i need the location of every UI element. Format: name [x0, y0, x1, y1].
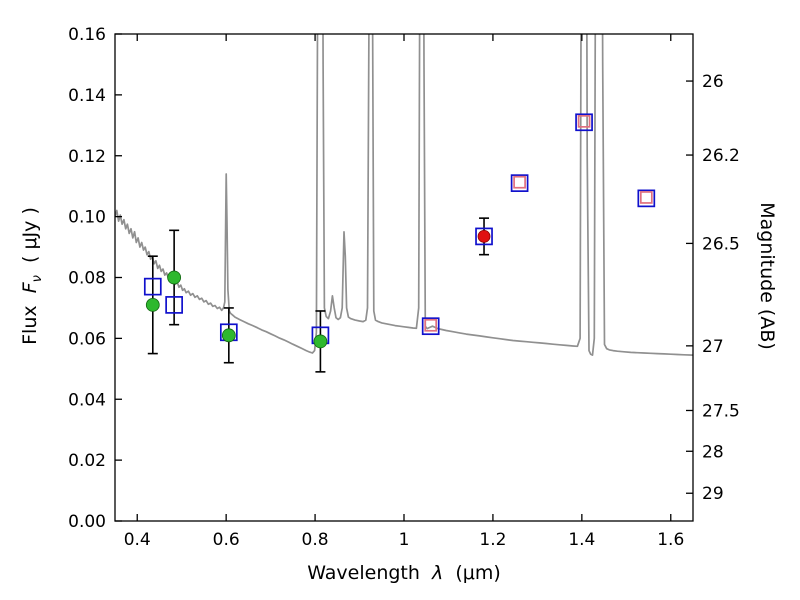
- x-tick-label: 1.2: [479, 530, 506, 550]
- y-left-tick-label: 0.04: [68, 390, 106, 410]
- y-left-tick-label: 0.12: [68, 147, 106, 167]
- blue-square-point: [510, 174, 529, 192]
- y-right-tick-label: 26: [702, 72, 724, 92]
- y-left-axis-label: Flux Fν ( μJy ): [19, 106, 45, 446]
- y-left-label-word: Flux: [19, 305, 41, 345]
- blue-square-point: [143, 277, 162, 296]
- y-left-tick-label: 0.10: [68, 208, 106, 228]
- x-tick-label: 1.6: [657, 530, 684, 550]
- pink-square-point: [577, 115, 591, 128]
- blue-square-point: [165, 296, 183, 314]
- pink-square-point: [513, 175, 526, 189]
- red-point: [477, 230, 491, 243]
- spectrum-line: [115, 34, 693, 356]
- y-right-tick-label: 29: [702, 484, 724, 504]
- axis-frame: [114, 33, 694, 522]
- y-left-tick-label: 0.08: [68, 269, 106, 289]
- y-left-tick-label: 0.06: [68, 329, 106, 349]
- y-right-tick-label: 27: [702, 337, 724, 357]
- y-right-tick-label: 27.5: [702, 401, 740, 421]
- flux-symbol: F: [19, 282, 41, 294]
- green-circle-point: [313, 334, 328, 349]
- blue-square-point: [575, 113, 593, 132]
- y-left-label-unit: ( μJy ): [19, 207, 41, 263]
- y-left-tick-label: 0.14: [68, 86, 106, 106]
- y-left-tick-label: 0.00: [68, 512, 106, 532]
- pink-square-point: [639, 191, 653, 204]
- y-left-tick-label: 0.02: [68, 451, 106, 471]
- x-axis-label-word: Wavelength: [307, 562, 420, 584]
- x-tick-label: 1.4: [568, 530, 595, 550]
- x-tick-label: 0.8: [302, 530, 329, 550]
- blue-square-point: [475, 227, 493, 246]
- x-axis-label: Wavelength λ (μm): [204, 562, 604, 584]
- y-right-tick-label: 26.5: [702, 234, 740, 254]
- y-right-label-text: Magnitude (AB): [756, 202, 778, 350]
- blue-square-point: [637, 189, 656, 208]
- nu-subscript: ν: [29, 275, 45, 283]
- green-circle-point: [145, 297, 160, 312]
- y-left-tick-label: 0.16: [68, 25, 106, 45]
- pink-square-point: [424, 318, 438, 332]
- y-right-tick-label: 26.2: [702, 146, 740, 166]
- y-right-axis-label: Magnitude (AB): [752, 106, 778, 446]
- green-circle-point: [167, 270, 182, 285]
- green-circle-point: [221, 328, 236, 343]
- blue-square-point: [421, 317, 440, 336]
- x-tick-label: 0.4: [124, 530, 151, 550]
- y-right-tick-label: 28: [702, 442, 724, 462]
- x-axis-label-unit: (μm): [455, 562, 501, 584]
- x-tick-label: 1: [399, 530, 410, 550]
- x-tick-label: 0.6: [213, 530, 240, 550]
- lambda-symbol: λ: [432, 562, 444, 584]
